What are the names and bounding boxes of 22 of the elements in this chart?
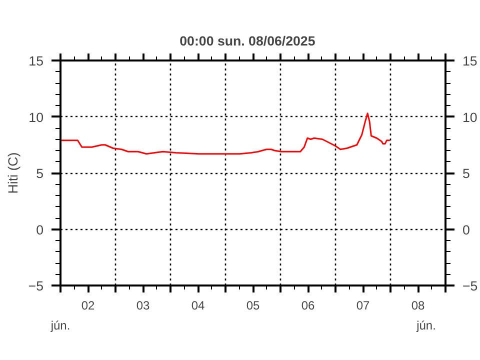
x-tick-label: 07 [356, 298, 370, 312]
y2-tick-label: 10 [462, 110, 478, 125]
y-tick-label: 5 [36, 166, 44, 181]
x-tick-label: 06 [301, 298, 315, 312]
y-tick-label: 15 [28, 54, 44, 68]
y-tick-label: 0 [36, 222, 44, 238]
y2-tick-label: 0 [462, 222, 470, 238]
text: jún. [50, 318, 70, 332]
text: jún. [416, 318, 436, 332]
y2-tick-label: 15 [462, 54, 478, 68]
x-tick-label: 08 [411, 298, 425, 312]
chart-title: 00:00 sun. 08/06/2025 [180, 34, 316, 48]
x-tick-label: 04 [191, 298, 205, 312]
y2-tick-label: 5 [462, 166, 470, 181]
y-tick-label: −5 [28, 278, 44, 294]
x-tick-label: 03 [136, 298, 150, 312]
line-series [60, 112, 391, 155]
y-tick-label: 10 [28, 110, 44, 125]
x-tick-label: 05 [246, 298, 260, 312]
x-tick-label: 02 [81, 298, 95, 312]
y2-tick-label: −5 [462, 278, 478, 294]
y-axis-title: Hiti (C) [5, 152, 20, 194]
